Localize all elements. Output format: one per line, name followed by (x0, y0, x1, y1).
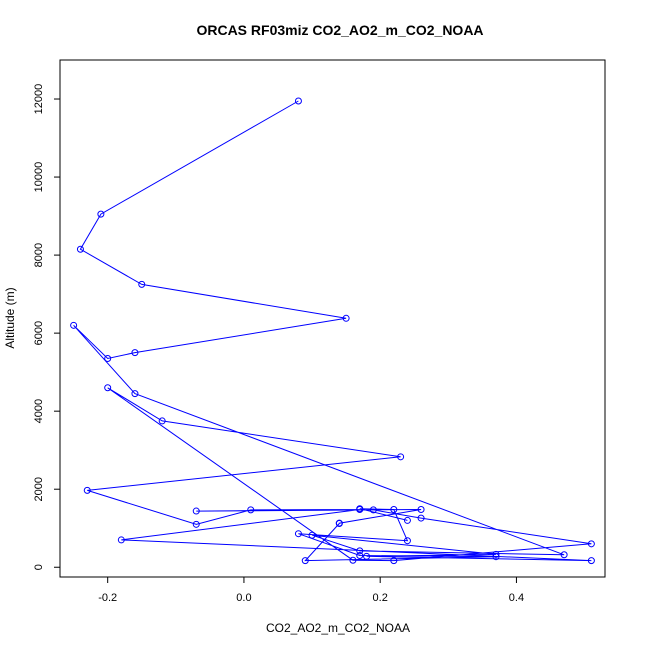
plot-frame (59, 59, 606, 578)
y-tick-label: 12000 (33, 84, 45, 115)
x-axis-label: CO2_AO2_m_CO2_NOAA (266, 621, 410, 635)
data-point (294, 97, 302, 105)
data-point (587, 540, 595, 548)
data-point (247, 506, 255, 514)
y-axis-label: Altitude (m) (3, 287, 17, 348)
data-point (356, 505, 364, 513)
data-point (335, 520, 343, 528)
data-point (492, 553, 500, 561)
data-point (417, 514, 425, 522)
data-point (192, 520, 200, 528)
data-point (131, 390, 139, 398)
data-point (294, 530, 302, 538)
data-point (342, 314, 350, 322)
series-line (73, 100, 592, 562)
data-point (76, 245, 84, 253)
data-point (560, 551, 568, 559)
data-point (390, 505, 398, 513)
data-point (403, 516, 411, 524)
chart-title: ORCAS RF03miz CO2_AO2_m_CO2_NOAA (196, 22, 483, 38)
data-point (587, 557, 595, 565)
y-tick-label: 6000 (33, 321, 45, 345)
data-point (70, 321, 78, 329)
data-point (301, 557, 309, 565)
y-axis: 0 2000 4000 6000 8000 10000 12000 (33, 84, 60, 570)
data-point (97, 210, 105, 218)
data-point (369, 506, 377, 514)
series-layer (70, 97, 595, 565)
data-point (356, 547, 364, 555)
data-point (397, 453, 405, 461)
x-tick-label: 0.2 (373, 592, 388, 604)
y-tick-label: 2000 (33, 477, 45, 501)
data-point (192, 507, 200, 515)
x-axis: -0.2 0.0 0.2 0.4 (98, 577, 524, 604)
x-tick-label: 0.0 (236, 592, 251, 604)
data-point (492, 550, 500, 558)
data-point (356, 552, 364, 560)
data-point (403, 537, 411, 545)
data-point (390, 557, 398, 565)
data-point (138, 280, 146, 288)
x-tick-label: -0.2 (98, 592, 117, 604)
data-point (158, 417, 166, 425)
data-point (417, 505, 425, 513)
y-tick-label: 0 (33, 564, 45, 570)
data-point (308, 531, 316, 539)
data-point (104, 354, 112, 362)
x-tick-label: 0.4 (509, 592, 524, 604)
data-point (363, 552, 371, 560)
data-point (131, 349, 139, 357)
data-point (83, 486, 91, 494)
y-tick-label: 4000 (33, 399, 45, 423)
data-point (104, 384, 112, 392)
y-tick-label: 10000 (33, 162, 45, 193)
data-point (117, 536, 125, 544)
y-tick-label: 8000 (33, 243, 45, 267)
data-point (349, 556, 357, 564)
